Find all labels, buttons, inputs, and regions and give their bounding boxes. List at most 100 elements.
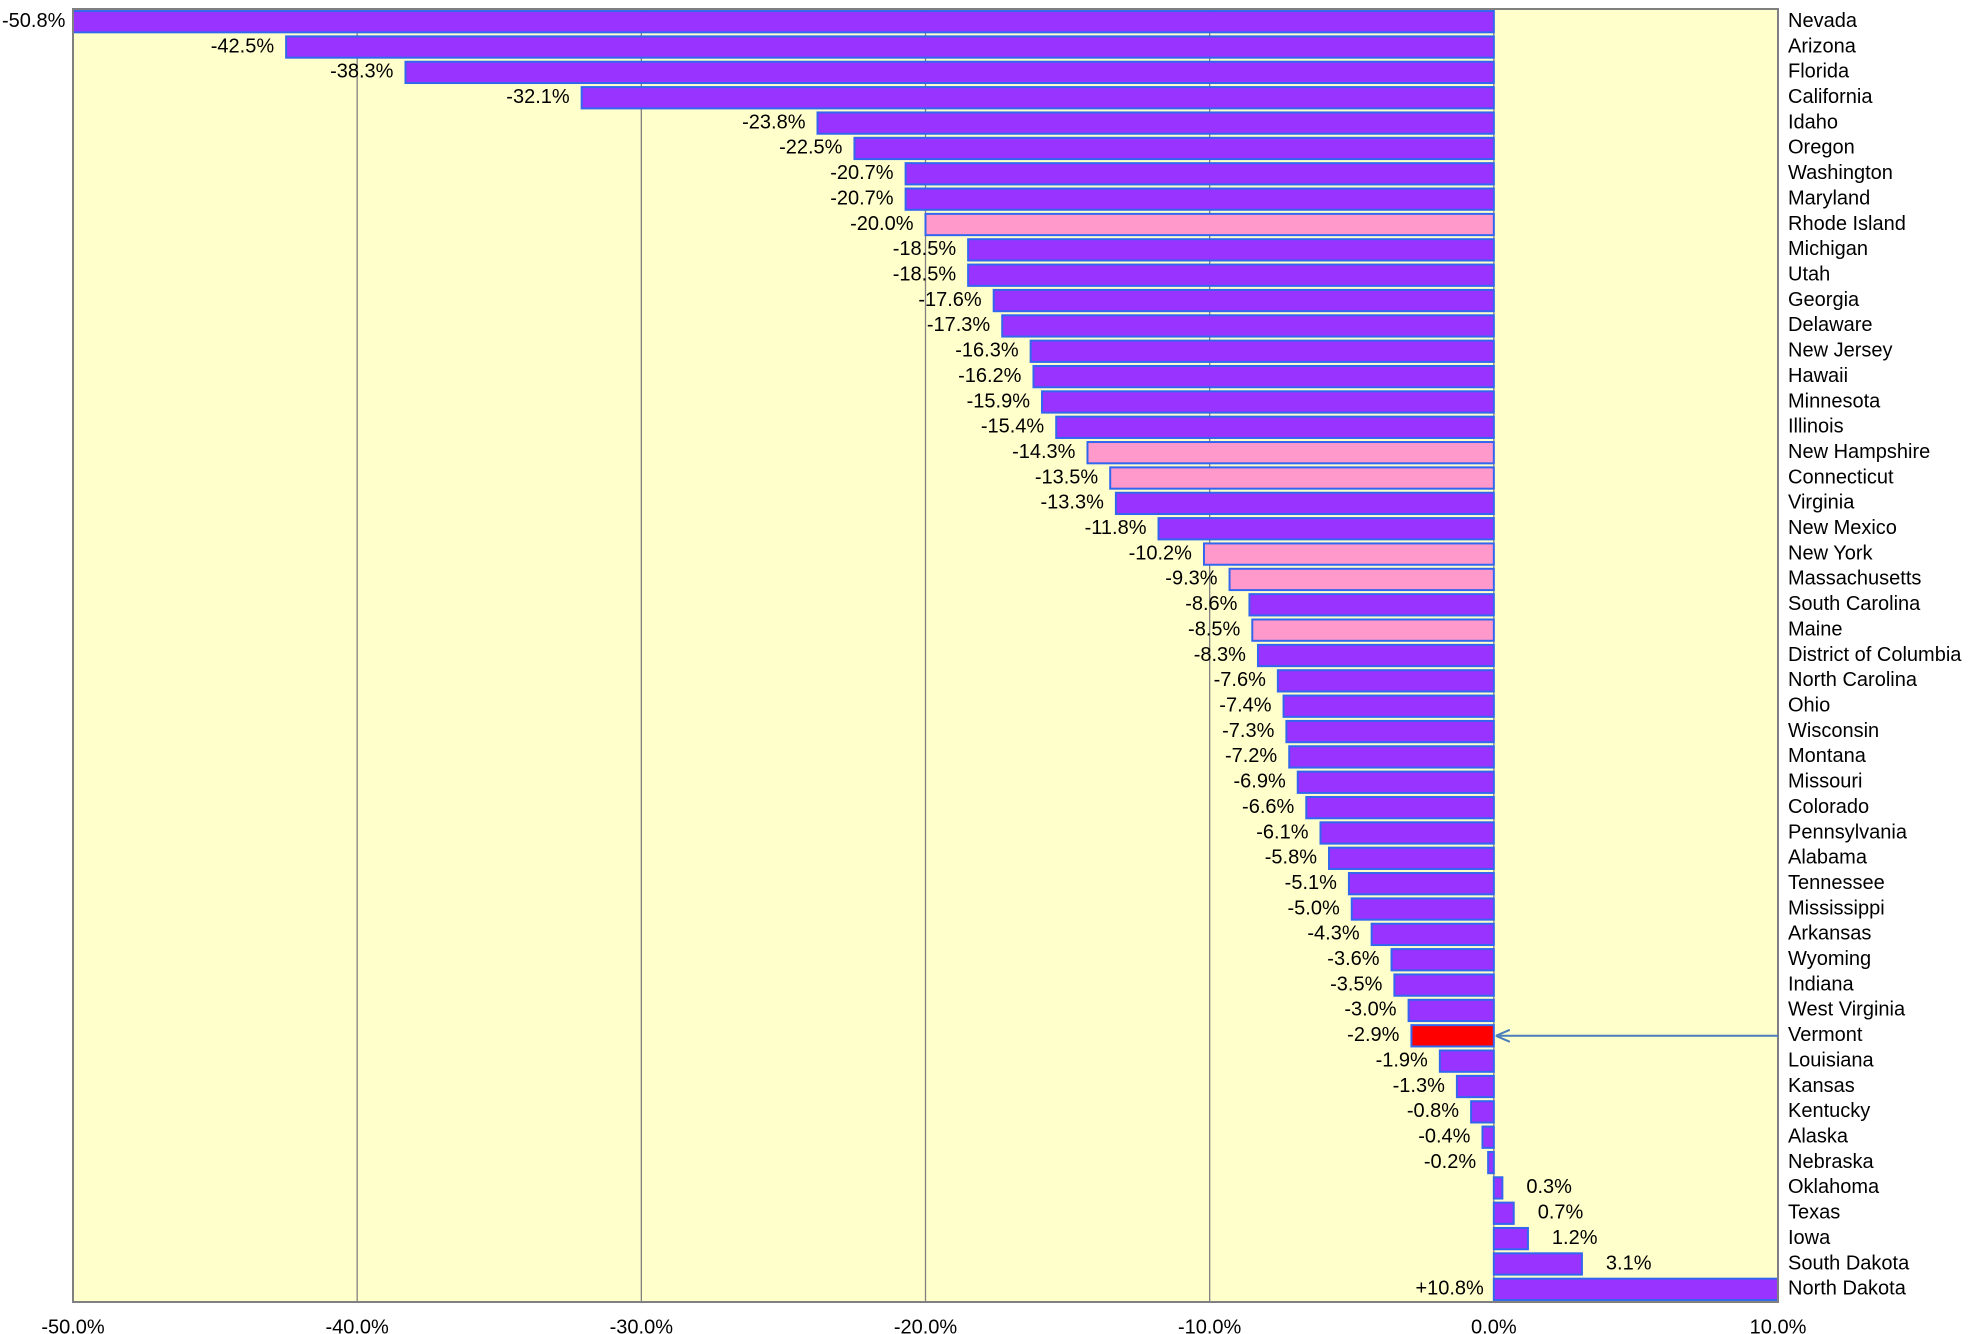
bar [1041,390,1495,414]
category-label: Texas [1788,1202,1840,1224]
value-label: -1.3% [1393,1075,1445,1097]
category-label: Pennsylvania [1788,821,1908,843]
value-label: -22.5% [779,137,843,159]
category-label: Wisconsin [1788,720,1879,742]
x-tick-label: -10.0% [1178,1316,1242,1334]
bar [1319,821,1495,845]
value-label: -16.2% [958,365,1022,387]
bar [1248,593,1495,617]
value-label: -7.2% [1225,745,1277,767]
value-label: -8.3% [1194,644,1246,666]
bar [1438,1049,1495,1073]
value-label: -17.6% [918,289,982,311]
value-label: -3.6% [1327,948,1379,970]
bar [967,263,1495,287]
bar [1370,922,1495,947]
bar [404,60,1495,85]
plot-border [72,8,1779,1303]
value-label: -7.4% [1219,694,1271,716]
category-label: Illinois [1788,416,1844,438]
bar [1481,1125,1495,1149]
category-label: Kentucky [1788,1100,1870,1122]
bar [967,238,1495,262]
value-label: -38.3% [330,61,394,83]
bar [1305,795,1495,820]
bar [1296,770,1495,794]
category-label: Nebraska [1788,1151,1874,1173]
bar [1288,745,1495,769]
category-label: Idaho [1788,111,1838,133]
category-label: Montana [1788,745,1867,767]
value-label: -23.8% [742,111,806,133]
value-label: -15.4% [981,416,1045,438]
category-label: Minnesota [1788,390,1881,412]
value-label: -1.9% [1376,1049,1428,1071]
x-tick-label: -40.0% [325,1316,389,1334]
bar [1390,948,1495,972]
value-label: 3.1% [1606,1252,1652,1274]
value-label: 1.2% [1552,1227,1598,1249]
category-label: Georgia [1788,289,1860,311]
value-label: 0.7% [1538,1202,1584,1224]
bar [1055,415,1495,439]
category-label: Oklahoma [1788,1176,1880,1198]
category-label: North Carolina [1788,669,1918,691]
category-label: Hawaii [1788,365,1848,387]
bar [992,288,1495,313]
category-label: Mississippi [1788,897,1885,919]
x-tick-label: 10.0% [1750,1316,1807,1334]
bar [904,187,1495,211]
category-label: Rhode Island [1788,213,1906,235]
category-label: Louisiana [1788,1049,1875,1071]
value-label: -0.2% [1424,1151,1476,1173]
bar [1001,314,1495,338]
value-label: -10.2% [1129,542,1193,564]
bar [1032,364,1495,389]
value-label: -18.5% [893,263,957,285]
value-label: -6.1% [1256,821,1308,843]
value-label: -9.3% [1165,568,1217,590]
category-label: Indiana [1788,973,1854,995]
value-label: -5.1% [1285,872,1337,894]
bar [1251,618,1495,642]
value-label: -0.8% [1407,1100,1459,1122]
bar [1470,1100,1495,1124]
bar [1157,517,1495,541]
bar [853,136,1495,161]
value-label: -42.5% [211,35,275,57]
bar [1492,1176,1504,1200]
value-label: -8.6% [1185,593,1237,615]
bar [1492,1201,1515,1225]
value-label: -4.3% [1307,923,1359,945]
category-label: New Hampshire [1788,441,1930,463]
value-label: -8.5% [1188,618,1240,640]
bar [1282,694,1495,718]
bar [1492,1277,1778,1301]
pointer-arrowhead [1495,1028,1511,1043]
category-label: Missouri [1788,771,1862,793]
bar [1228,567,1495,592]
value-label: 0.3% [1526,1176,1572,1198]
value-label: -6.9% [1234,771,1286,793]
labels: -50.0% -40.0% -30.0% -20.0% -10.0% 0.0% 10.0% N… [2,10,1962,1334]
category-label: New Mexico [1788,517,1897,539]
category-label: West Virginia [1788,999,1906,1021]
value-label: -5.0% [1288,897,1340,919]
value-label: -11.8% [1085,517,1147,539]
value-label: -13.3% [1041,492,1105,514]
category-label: New York [1788,542,1873,564]
value-label: -3.0% [1344,999,1396,1021]
bar [924,212,1495,237]
value-label: -3.5% [1330,973,1382,995]
bar [1285,719,1495,744]
category-label: South Dakota [1788,1252,1910,1274]
bar [1492,1226,1529,1251]
value-label: -2.9% [1347,1024,1399,1046]
bar [1202,542,1495,566]
category-label: Vermont [1788,1024,1863,1046]
value-label: -13.5% [1035,466,1099,488]
x-tick-label: -50.0% [41,1316,105,1334]
category-label: Massachusetts [1788,568,1921,590]
category-label: Nevada [1788,10,1858,32]
